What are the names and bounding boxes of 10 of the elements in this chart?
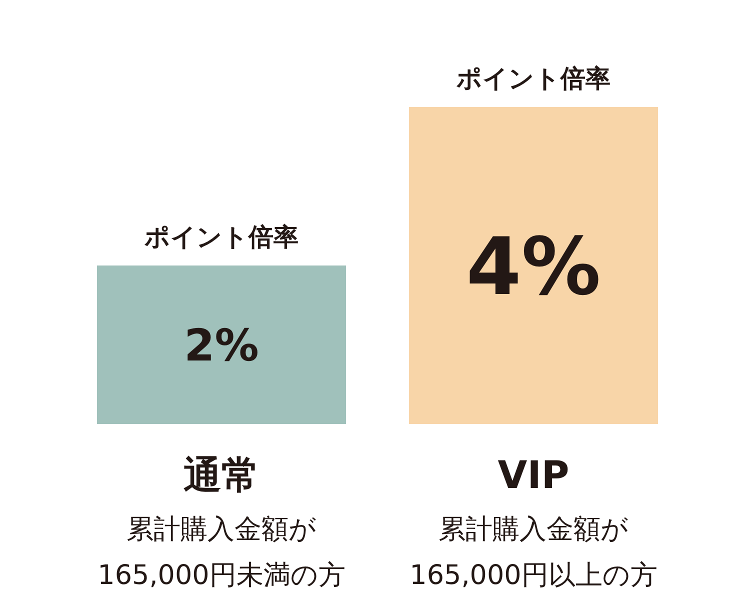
data-label: 4%	[466, 220, 601, 314]
annotation: ポイント倍率	[456, 64, 610, 93]
text: 累計購入金額が	[438, 514, 628, 545]
text: 165,000円未満の方	[98, 560, 346, 591]
data-label: 2%	[184, 320, 259, 372]
annotation: ポイント倍率	[144, 222, 298, 252]
text: 累計購入金額が	[126, 514, 316, 545]
text: 165,000円以上の方	[410, 560, 658, 591]
x-tick-label: 通常	[184, 453, 260, 497]
x-tick-label: VIP	[498, 453, 570, 497]
